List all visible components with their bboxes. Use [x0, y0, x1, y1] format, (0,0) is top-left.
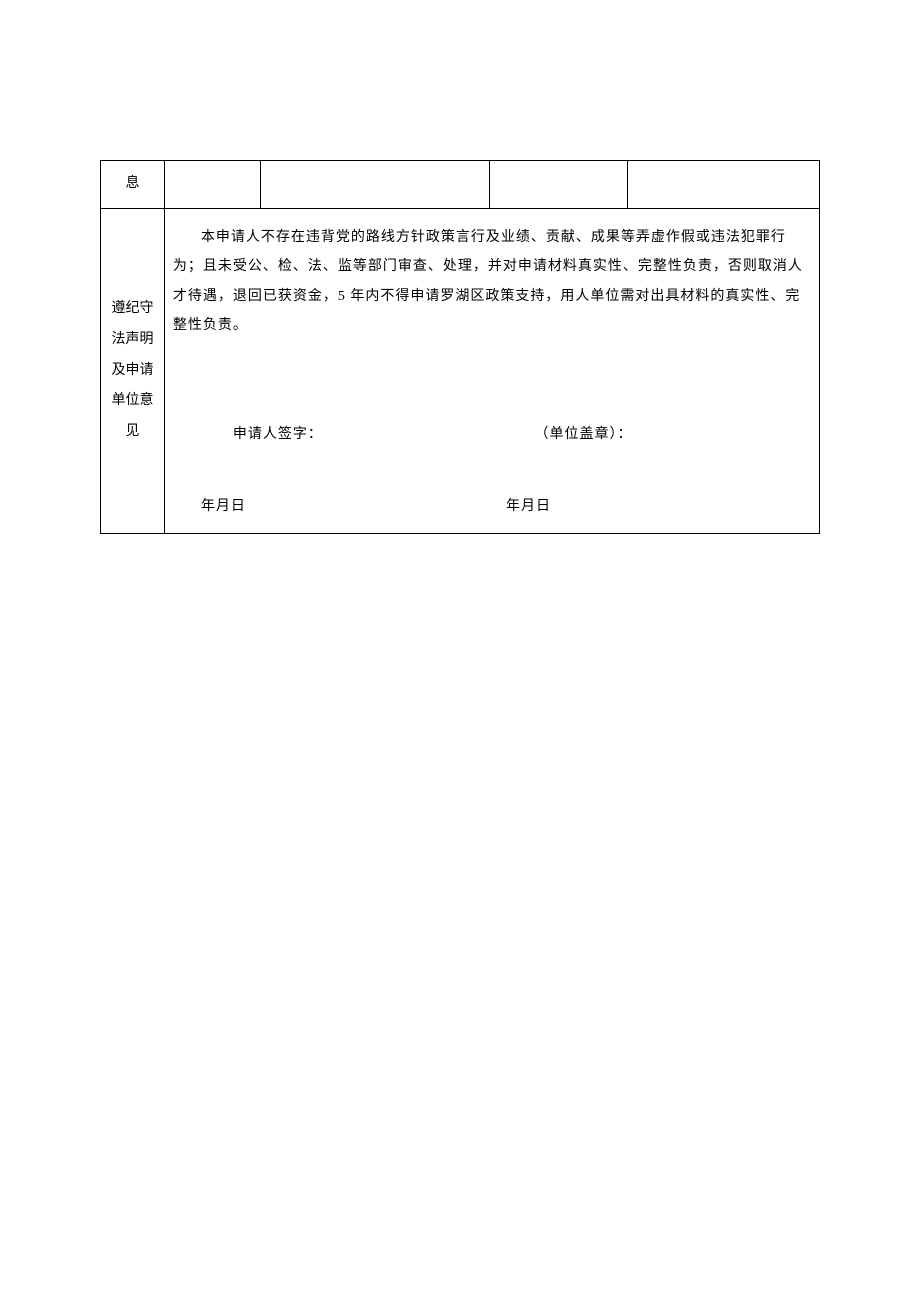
table-row: 遵纪守法声明及申请单位意见 本申请人不存在违背党的路线方针政策言行及业绩、贡献、… [101, 208, 820, 533]
applicant-signature-label: 申请人签字： [173, 420, 510, 449]
unit-seal-label: （单位盖章）： [509, 420, 811, 449]
signature-row: 申请人签字： （单位盖章）： [173, 420, 811, 449]
row1-cell-3 [489, 161, 627, 209]
date-right: 年月日 [506, 492, 811, 521]
date-row: 年月日 年月日 [173, 492, 811, 521]
declaration-cell: 本申请人不存在违背党的路线方针政策言行及业绩、贡献、成果等弄虚作假或违法犯罪行为… [164, 208, 819, 533]
row1-cell-2 [260, 161, 489, 209]
row2-label: 遵纪守法声明及申请单位意见 [101, 208, 165, 533]
row1-cell-1 [164, 161, 260, 209]
date-left: 年月日 [173, 492, 506, 521]
table-row: 息 [101, 161, 820, 209]
row1-cell-4 [628, 161, 820, 209]
row1-label: 息 [101, 161, 165, 209]
declaration-table: 息 遵纪守法声明及申请单位意见 本申请人不存在违背党的路线方针政策言行及业绩、贡… [100, 160, 820, 534]
declaration-text: 本申请人不存在违背党的路线方针政策言行及业绩、贡献、成果等弄虚作假或违法犯罪行为… [173, 223, 811, 341]
